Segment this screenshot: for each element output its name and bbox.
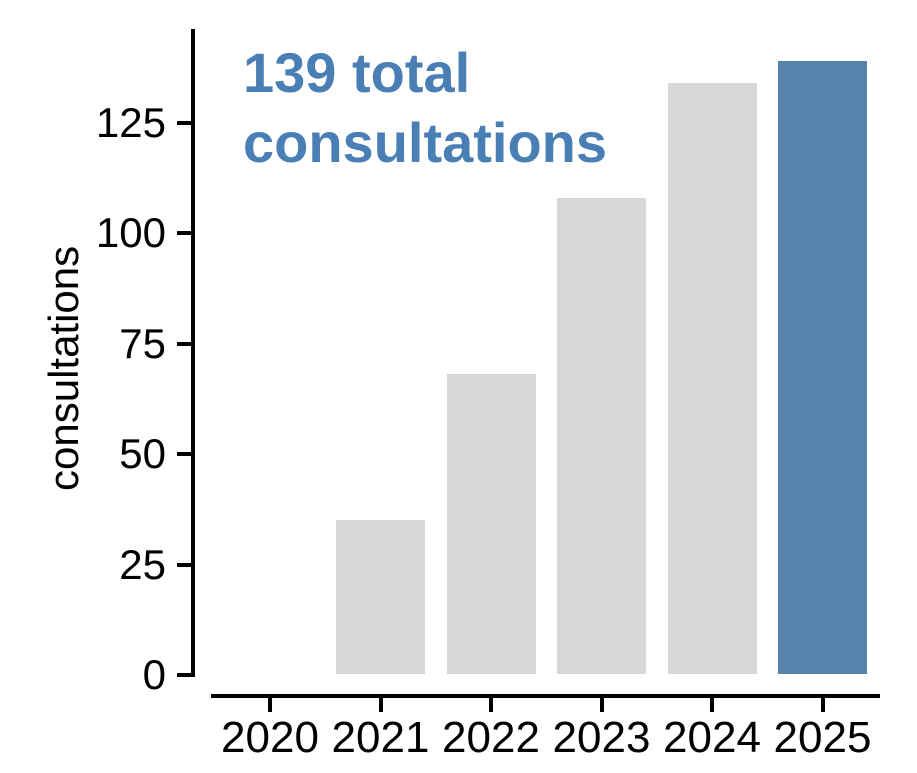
- x-tick-mark: [268, 698, 272, 712]
- x-tick-label: 2020: [221, 713, 319, 762]
- x-tick-label: 2022: [442, 713, 540, 762]
- y-tick-mark: [177, 231, 192, 235]
- x-tick-label: 2025: [773, 713, 872, 762]
- x-axis-line: [211, 694, 880, 698]
- bar-2024: [667, 82, 757, 674]
- x-tick-mark: [710, 698, 714, 712]
- y-tick-label: 0: [142, 651, 166, 698]
- y-tick-label: 75: [119, 319, 166, 367]
- y-tick-mark: [177, 120, 192, 125]
- y-tick-label: 125: [95, 98, 166, 146]
- x-tick-mark: [378, 698, 383, 712]
- y-tick-label: 25: [119, 540, 166, 588]
- x-tick-label: 2023: [552, 713, 651, 762]
- x-tick-label: 2021: [331, 713, 430, 762]
- y-tick-mark: [177, 673, 192, 677]
- y-tick-mark: [177, 562, 192, 567]
- total-consultations-annotation: 139 total consultations: [243, 41, 608, 174]
- x-tick-mark: [599, 698, 604, 712]
- bar-2022: [446, 374, 536, 674]
- y-tick-label: 50: [119, 430, 166, 477]
- bar-2025: [778, 60, 867, 674]
- bar-2023: [557, 197, 646, 674]
- x-tick-mark: [489, 698, 493, 712]
- bar-2021: [336, 520, 425, 674]
- y-tick-mark: [177, 341, 192, 346]
- y-tick-mark: [177, 452, 192, 456]
- x-tick-mark: [820, 698, 825, 712]
- x-tick-label: 2024: [663, 713, 761, 762]
- y-axis-line: [191, 29, 195, 677]
- y-tick-label: 100: [95, 209, 166, 256]
